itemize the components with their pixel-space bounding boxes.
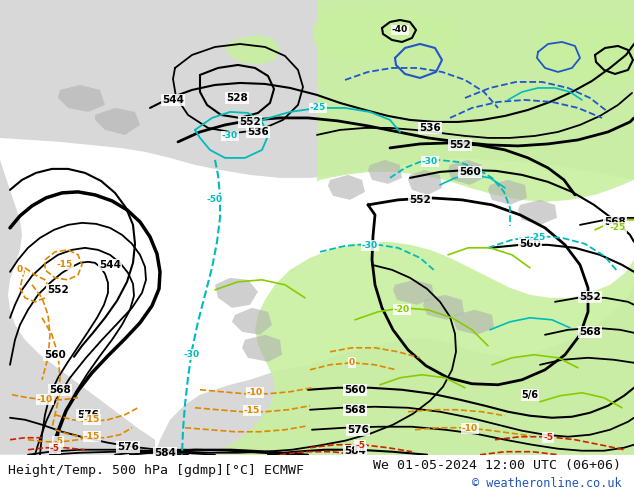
Text: -5: -5 [53, 437, 63, 446]
Polygon shape [215, 278, 258, 308]
Text: -50: -50 [207, 196, 223, 204]
Polygon shape [225, 35, 280, 65]
Text: 560: 560 [44, 350, 66, 360]
Text: 5/6: 5/6 [522, 390, 538, 400]
Text: Height/Temp. 500 hPa [gdmp][°C] ECMWF: Height/Temp. 500 hPa [gdmp][°C] ECMWF [8, 464, 304, 477]
Polygon shape [368, 160, 402, 184]
Text: -25: -25 [310, 103, 326, 112]
Text: 568: 568 [344, 405, 366, 415]
Text: © weatheronline.co.uk: © weatheronline.co.uk [472, 477, 621, 490]
Text: 568: 568 [579, 327, 601, 337]
Text: 552: 552 [409, 195, 431, 205]
Text: 536: 536 [419, 123, 441, 133]
Text: -10: -10 [247, 388, 263, 397]
Polygon shape [155, 285, 634, 455]
Text: We 01-05-2024 12:00 UTC (06+06): We 01-05-2024 12:00 UTC (06+06) [373, 459, 621, 472]
Polygon shape [0, 138, 155, 455]
Text: 544: 544 [99, 260, 121, 270]
Text: 584: 584 [154, 448, 176, 458]
Polygon shape [393, 280, 434, 305]
Text: 568: 568 [49, 385, 71, 395]
Text: 536: 536 [247, 127, 269, 137]
Polygon shape [328, 175, 365, 200]
Text: 552: 552 [449, 140, 471, 150]
Text: -20: -20 [394, 305, 410, 314]
Polygon shape [312, 12, 460, 58]
Polygon shape [488, 180, 527, 205]
Polygon shape [232, 308, 272, 335]
Polygon shape [408, 170, 442, 195]
Polygon shape [58, 85, 105, 112]
Text: 560: 560 [519, 239, 541, 249]
Text: -5: -5 [543, 433, 553, 442]
Polygon shape [0, 0, 634, 180]
Text: -10: -10 [37, 395, 53, 404]
Polygon shape [453, 310, 494, 335]
Text: 568: 568 [604, 217, 626, 227]
Text: 560: 560 [344, 385, 366, 395]
Text: -15: -15 [57, 260, 73, 270]
Text: -5: -5 [50, 444, 60, 453]
Polygon shape [215, 242, 634, 455]
Text: -15: -15 [84, 415, 100, 424]
Text: 584: 584 [344, 446, 366, 456]
Text: -5: -5 [355, 441, 365, 450]
Text: 552: 552 [239, 117, 261, 127]
Text: 576: 576 [347, 425, 369, 435]
Polygon shape [518, 200, 557, 225]
Text: 552: 552 [47, 285, 69, 295]
Text: 0: 0 [17, 265, 23, 274]
Text: 544: 544 [162, 95, 184, 105]
Polygon shape [317, 0, 634, 202]
Text: -30: -30 [222, 131, 238, 141]
Text: 576: 576 [117, 441, 139, 452]
Text: -30: -30 [184, 350, 200, 359]
Text: 552: 552 [579, 292, 601, 302]
Text: -15: -15 [244, 406, 260, 415]
Text: -25: -25 [610, 223, 626, 232]
Polygon shape [423, 295, 464, 320]
Text: 0: 0 [349, 358, 355, 368]
Text: -40: -40 [392, 25, 408, 34]
Polygon shape [242, 335, 282, 362]
Text: -10: -10 [462, 424, 478, 433]
Polygon shape [448, 160, 484, 185]
Text: 576: 576 [77, 410, 99, 420]
Text: 528: 528 [226, 93, 248, 103]
Polygon shape [535, 20, 634, 85]
Text: -15: -15 [84, 432, 100, 441]
Text: -30: -30 [362, 242, 378, 250]
Text: -25: -25 [530, 233, 546, 243]
Text: 560: 560 [459, 167, 481, 177]
Polygon shape [95, 108, 140, 135]
Text: -30: -30 [422, 157, 438, 167]
